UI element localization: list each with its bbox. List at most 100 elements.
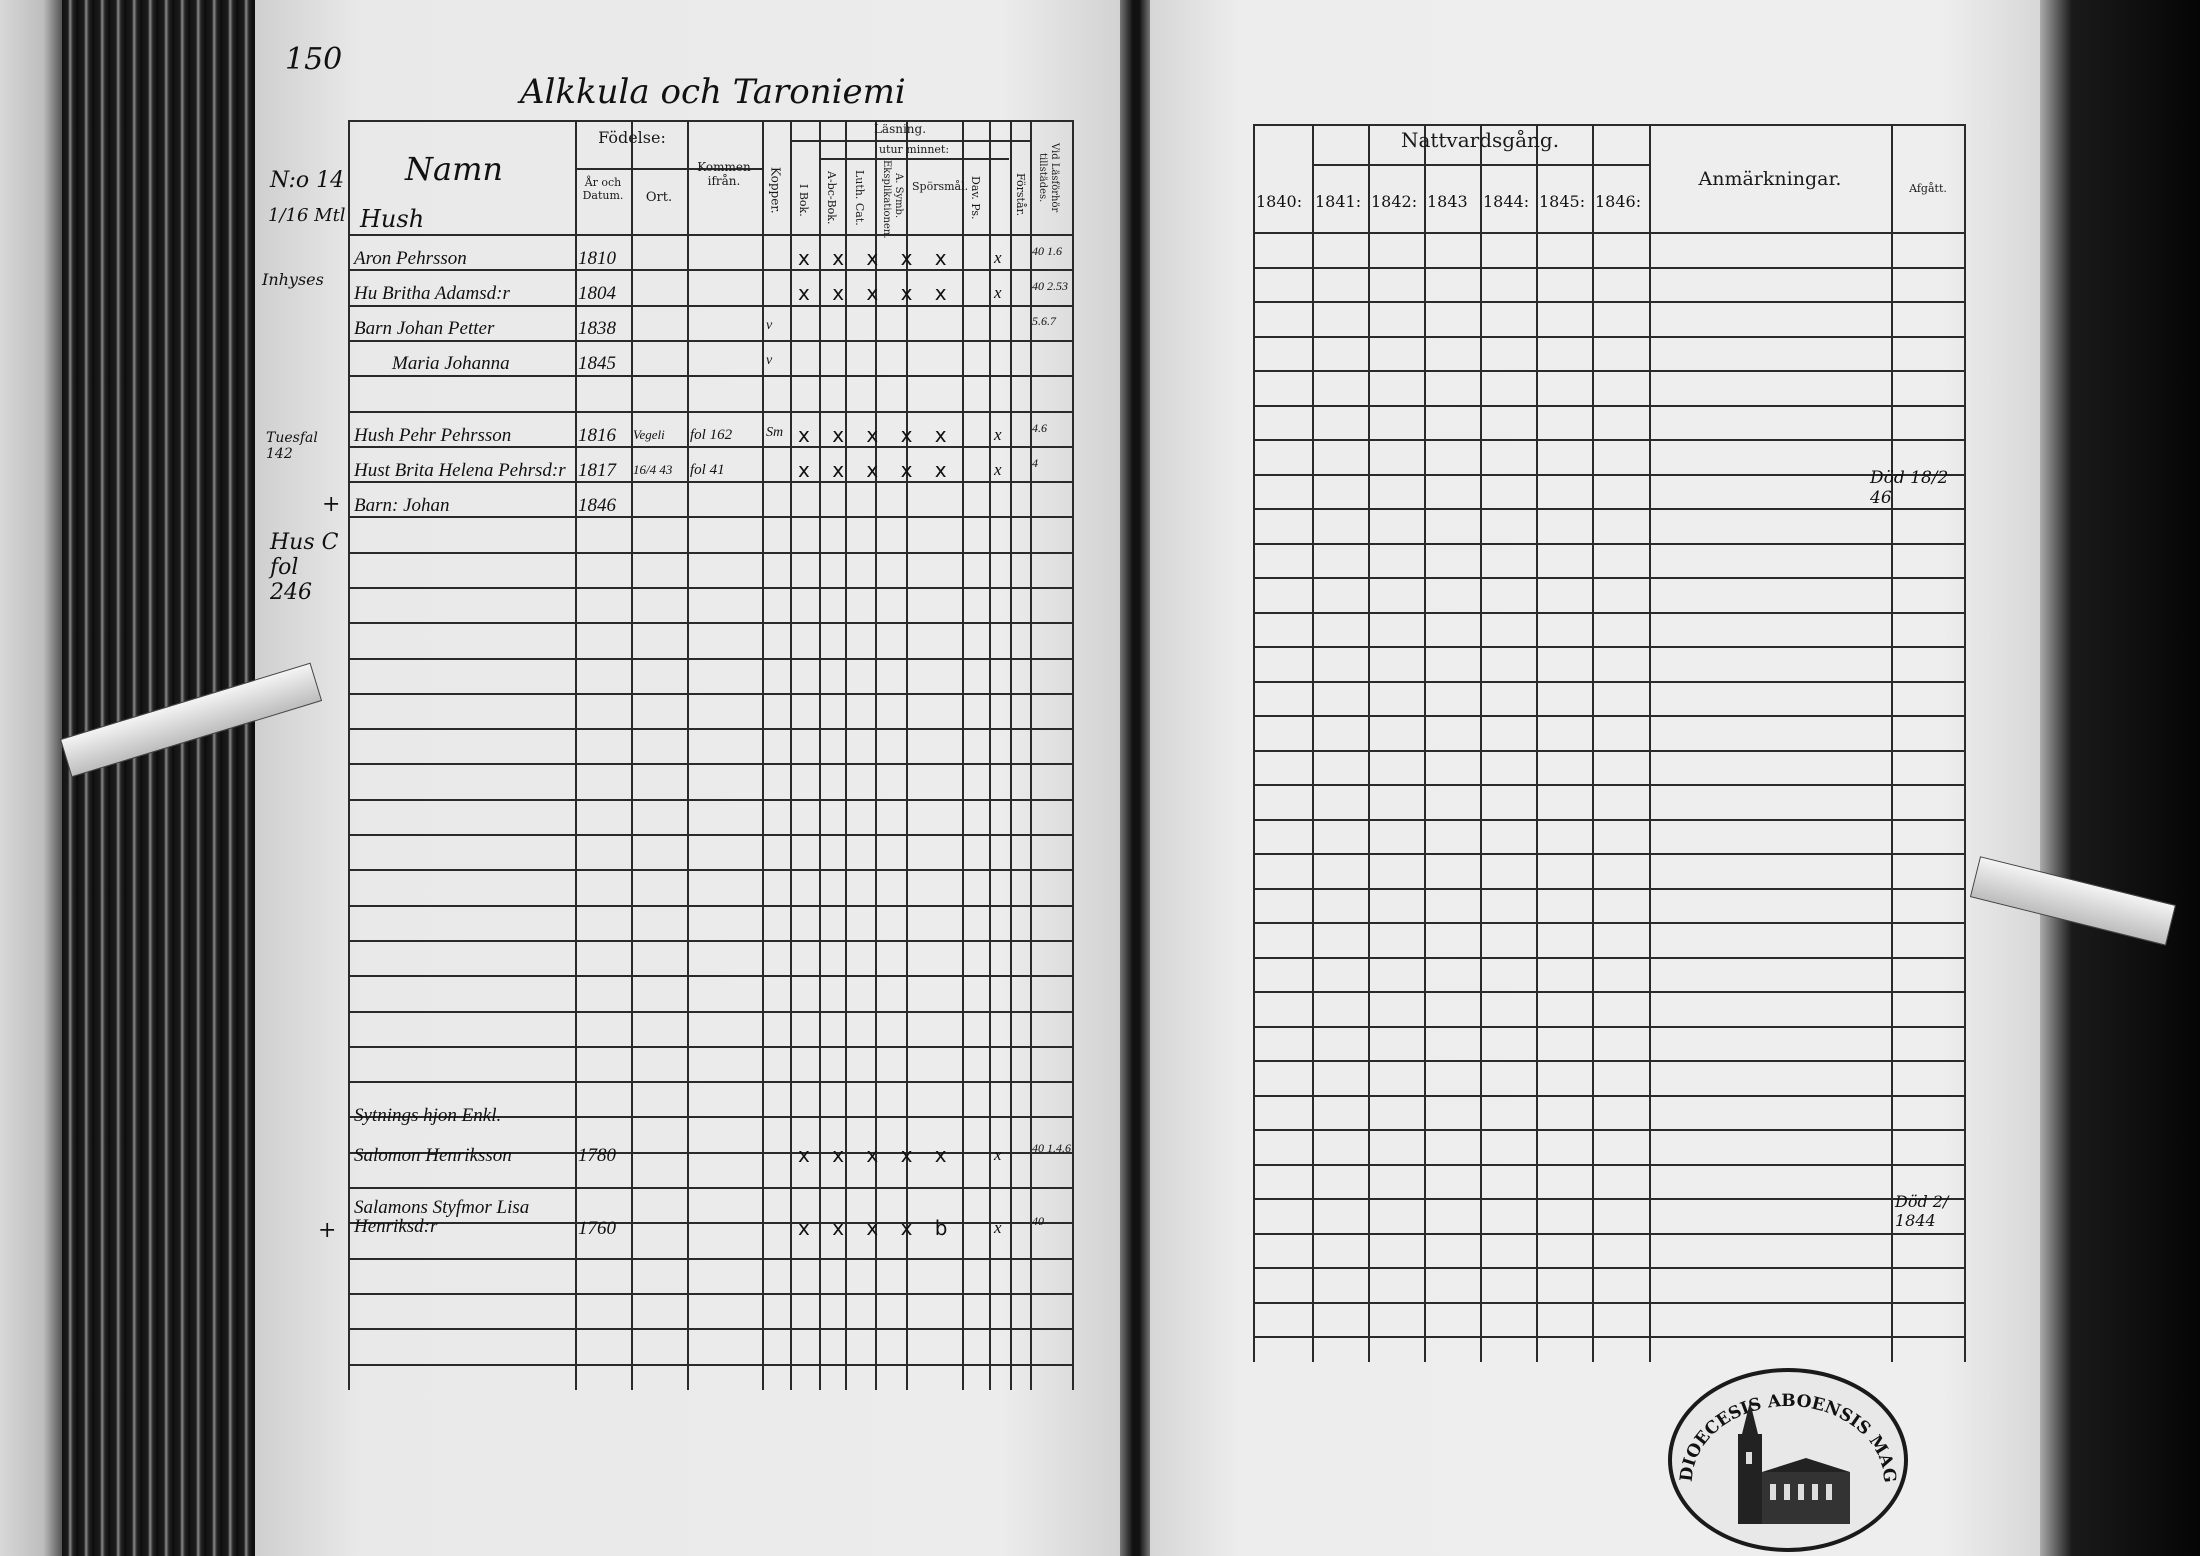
header-abc-bok: A-bc-Bok. [825,171,839,225]
entry-examination: 40 [1032,1214,1044,1228]
church-seal-icon: DIOECESIS ABOENSIS MAGNI PRINC. FINL. [1664,1357,1899,1524]
entry-name: Salomon Henriksson [354,1145,512,1166]
header-fodelse: Födelse: [598,128,666,147]
ruling-line-horizontal [348,234,1072,236]
entry-understands: x [994,1218,1002,1237]
ruling-line-vertical [762,120,764,1390]
ruling-line-horizontal [1253,1198,1964,1200]
ruling-line-horizontal [348,1011,1072,1013]
remark-dod: Död 18/2 46 [1870,468,1949,508]
ruling-line-horizontal [1253,370,1964,372]
ruling-line-vertical [1649,124,1651,1362]
margin-note: 1/16 Mtl [268,205,346,226]
ruling-line-horizontal [1253,1267,1964,1269]
entry-birth-year: 1817 [578,460,616,481]
ruling-line-horizontal [1253,819,1964,821]
ruling-line-horizontal [1253,1302,1964,1304]
header-lasning: Läsning. [873,122,927,136]
entry-name: Hush Pehr Pehrsson [354,425,512,446]
year-header: 1844: [1483,192,1530,211]
entry-name: Maria Johanna [392,353,510,374]
ruling-line-horizontal [348,305,1072,307]
ruling-line-vertical [962,120,964,1390]
name-column-header: Namn [405,150,504,188]
reading-marks: x x x x x [798,1143,947,1167]
header-kopper: Kopper. [768,166,783,214]
page-number: 150 [285,42,343,77]
ruling-line-vertical [906,120,908,1390]
ruling-line-vertical [1891,124,1893,1362]
ruling-line-vertical [819,120,821,1390]
header-ort: Ort. [645,190,673,205]
entry-birth-year: 1804 [578,283,616,304]
entry-birth-year: 1845 [578,353,616,374]
ruling-line-vertical [790,120,792,1390]
header-ar-och-datum: År och Datum. [582,176,624,203]
header-i-bok: I Bok. [797,183,811,217]
ruling-line-horizontal [348,1293,1072,1295]
ruling-line-horizontal [1253,336,1964,338]
entry-smallpox: Sm [766,425,784,440]
ruling-line-horizontal [1253,124,1964,126]
entry-understands: x [994,460,1002,479]
ruling-line-horizontal [348,120,1072,122]
ruling-line-horizontal [1312,164,1649,166]
entry-birth-year: 1810 [578,248,616,269]
margin-note: Hus C fol 246 [270,530,339,605]
entry-birth-year: 1846 [578,495,616,516]
ruling-line-horizontal [1253,957,1964,959]
ruling-line-horizontal [348,1364,1072,1366]
ruling-line-horizontal [1253,922,1964,924]
ruling-line-vertical [1368,124,1370,1362]
year-header: 1841: [1315,192,1362,211]
ruling-line-horizontal [1253,1164,1964,1166]
entry-birth-year: 1816 [578,425,616,446]
right-page [1150,0,2050,1556]
section-label: Hush [360,205,425,233]
ruling-line-vertical [875,120,877,1390]
entry-examination: 40 1.4.6 [1032,1141,1071,1155]
ruling-line-horizontal [348,375,1072,377]
ruling-line-horizontal [348,693,1072,695]
ruling-line-horizontal [1253,750,1964,752]
entry-name: Hu Britha Adamsd:r [354,283,510,304]
ruling-line-vertical [1964,124,1966,1362]
entry-name: Sytnings hjon Enkl. [354,1105,502,1126]
entry-examination: 40 1.6 [1032,244,1062,258]
ruling-line-horizontal [348,940,1072,942]
entry-birth-year: 1838 [578,318,616,339]
ruling-line-horizontal [348,1046,1072,1048]
margin-note: + [318,1218,337,1243]
ruling-line-horizontal [1253,267,1964,269]
ruling-line-horizontal [348,1258,1072,1260]
ruling-line-horizontal [348,411,1072,413]
ruling-line-horizontal [1253,715,1964,717]
ruling-line-vertical [348,120,350,1390]
ruling-line-vertical [1253,124,1255,1362]
ruling-line-vertical [1424,124,1426,1362]
ruling-line-horizontal [348,552,1072,554]
ruling-line-vertical [989,120,991,1390]
ruling-line-horizontal [348,1116,1072,1118]
ruling-line-horizontal [348,622,1072,624]
entry-understands: x [994,248,1002,267]
ruling-line-horizontal [1253,646,1964,648]
ruling-line-horizontal [1253,1060,1964,1062]
reading-marks: x x x x x [798,423,947,447]
reading-marks: x x x x b [798,1216,948,1240]
header-nattvardsgang: Nattvardsgång. [1400,128,1560,152]
ruling-line-horizontal [1253,474,1964,476]
ruling-line-horizontal [1253,1026,1964,1028]
ruling-line-vertical [1480,124,1482,1362]
reading-marks: x x x x x [798,246,947,270]
ruling-line-horizontal [1253,612,1964,614]
ruling-line-horizontal [1253,439,1964,441]
entry-came-from: fol 41 [690,462,725,478]
header-sporsmal: Spörsmål. [912,180,969,193]
ruling-line-horizontal [348,975,1072,977]
header-kommen-fran: Kommen ifrån. [697,160,751,189]
village-title: Alkkula och Taroniemi [520,72,906,112]
header-luth-cat: Luth. Cat. [853,170,867,226]
entry-smallpox: v [766,353,773,368]
margin-note: + [322,492,341,517]
